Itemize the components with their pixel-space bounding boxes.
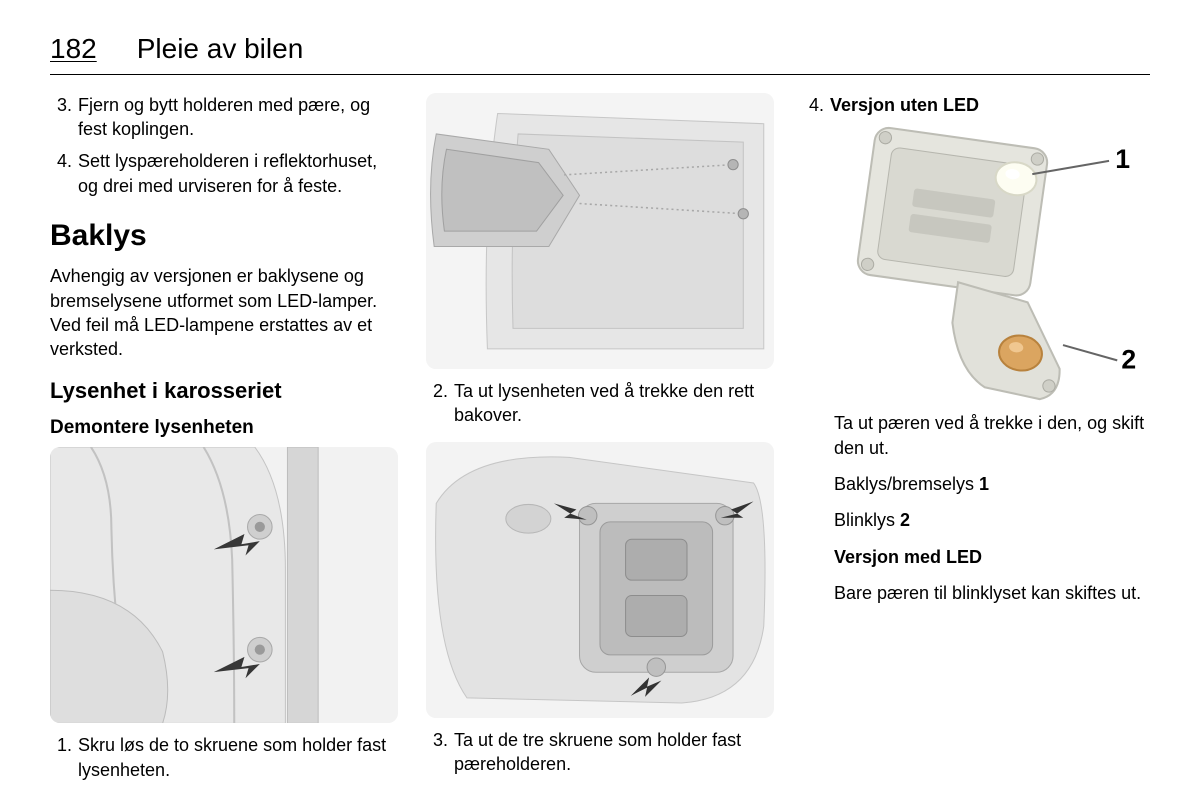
heading-baklys: Baklys: [50, 216, 398, 257]
list-text: Fjern og bytt holderen med pære, og fest…: [78, 93, 398, 142]
callout-1-number: 1: [1115, 144, 1130, 174]
list-item: 1. Skru løs de to skruene som holder fas…: [50, 733, 398, 782]
list-item: 3. Ta ut de tre skruene som holder fast …: [426, 728, 774, 777]
paragraph: Avhengig av versjonen er baklysene og br…: [50, 264, 398, 361]
column-1: 3. Fjern og bytt holderen med pære, og f…: [50, 93, 398, 790]
paragraph: Bare pæren til blinklyset kan skiftes ut…: [834, 581, 1150, 605]
column-3-body: Ta ut pæren ved å trekke i den, og skift…: [802, 411, 1150, 605]
list-number: 4.: [802, 93, 830, 117]
column-2: 2. Ta ut lysenheten ved å trekke den ret…: [426, 93, 774, 790]
list-text: Skru løs de to skruene som holder fast l…: [78, 733, 398, 782]
figure-bracket-screws: [426, 442, 774, 718]
text: Baklys/bremselys: [834, 474, 979, 494]
list-item: 3. Fjern og bytt holderen med pære, og f…: [50, 93, 398, 142]
figure-pull-unit: [426, 93, 774, 369]
page-title: Pleie av bilen: [137, 30, 304, 68]
list-text: Sett lyspæreholderen i reflektorhuset, o…: [78, 149, 398, 198]
ref-number: 2: [900, 510, 910, 530]
column-3: 4. Versjon uten LED: [802, 93, 1150, 790]
list-number: 1.: [50, 733, 78, 782]
list-item: 2. Ta ut lysenheten ved å trekke den ret…: [426, 379, 774, 428]
ref-number: 1: [979, 474, 989, 494]
list-number: 3.: [50, 93, 78, 142]
heading-version-led: Versjon med LED: [834, 545, 1150, 569]
line-baklys: Baklys/bremselys 1: [834, 472, 1150, 496]
content-columns: 3. Fjern og bytt holderen med pære, og f…: [50, 93, 1150, 790]
list-text: Ta ut de tre skruene som holder fast pær…: [454, 728, 774, 777]
heading-lysenhet: Lysenhet i karosseriet: [50, 376, 398, 406]
text: Blinklys: [834, 510, 900, 530]
paragraph: Ta ut pæren ved å trekke i den, og skift…: [834, 411, 1150, 460]
step4-label: Versjon uten LED: [830, 93, 1150, 117]
list-item: 4. Sett lyspæreholderen i reflektorhuset…: [50, 149, 398, 198]
figure-bulb-holder: 1 2: [802, 125, 1150, 401]
page-number: 182: [50, 30, 97, 68]
list-item: 4. Versjon uten LED: [802, 93, 1150, 117]
line-blinklys: Blinklys 2: [834, 508, 1150, 532]
page-header: 182 Pleie av bilen: [50, 30, 1150, 75]
heading-demontere: Demontere lysenheten: [50, 415, 398, 441]
callout-2-number: 2: [1121, 345, 1136, 375]
list-number: 2.: [426, 379, 454, 428]
list-number: 3.: [426, 728, 454, 777]
list-text: Ta ut lysenheten ved å trekke den rett b…: [454, 379, 774, 428]
figure-remove-screws: [50, 447, 398, 723]
list-number: 4.: [50, 149, 78, 198]
